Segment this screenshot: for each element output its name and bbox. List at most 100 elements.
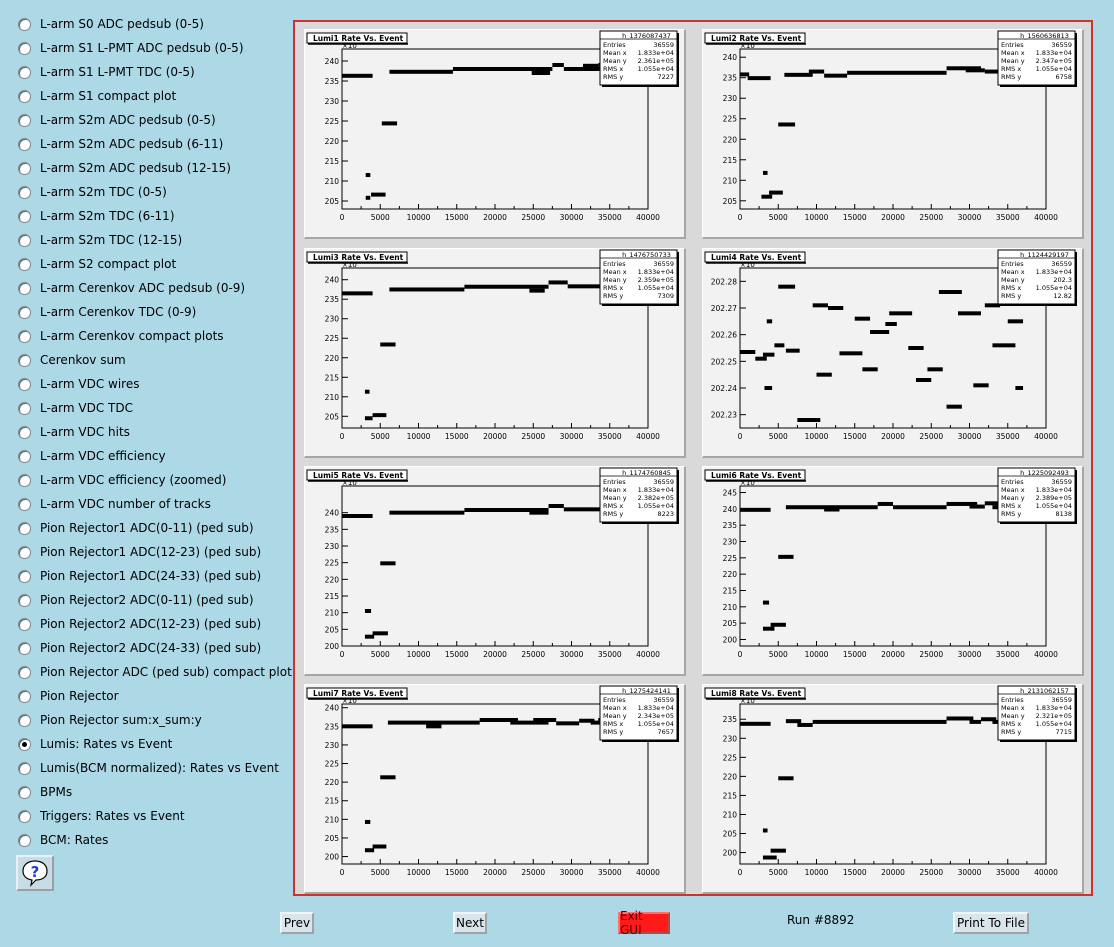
- x-tick-label: 35000: [598, 432, 622, 441]
- stats-value: 2.389e+05: [1036, 494, 1072, 502]
- radio-button[interactable]: [18, 65, 31, 79]
- radio-button[interactable]: [18, 329, 31, 343]
- radio-button[interactable]: [18, 161, 31, 175]
- data-segment: [770, 848, 786, 853]
- data-segment: [847, 70, 947, 75]
- radio-button[interactable]: [18, 545, 31, 559]
- radio-button[interactable]: [18, 233, 31, 247]
- x-tick-label: 30000: [560, 213, 584, 222]
- radio-option[interactable]: BCM: Rates: [14, 828, 289, 852]
- radio-option[interactable]: L-arm S1 compact plot: [14, 84, 289, 108]
- radio-button[interactable]: [18, 761, 31, 775]
- radio-option[interactable]: L-arm S2m TDC (0-5): [14, 180, 289, 204]
- radio-button[interactable]: [18, 689, 31, 703]
- x-tick-label: 20000: [881, 432, 905, 441]
- radio-option[interactable]: L-arm S2m ADC pedsub (12-15): [14, 156, 289, 180]
- radio-button[interactable]: [18, 209, 31, 223]
- radio-button[interactable]: [18, 41, 31, 55]
- radio-option[interactable]: Pion Rejector2 ADC(24-33) (ped sub): [14, 636, 289, 660]
- radio-button[interactable]: [18, 497, 31, 511]
- radio-option[interactable]: Pion Rejector2 ADC(0-11) (ped sub): [14, 588, 289, 612]
- radio-button[interactable]: [18, 809, 31, 823]
- data-segment: [973, 383, 989, 388]
- radio-button[interactable]: [18, 569, 31, 583]
- radio-option[interactable]: L-arm VDC efficiency (zoomed): [14, 468, 289, 492]
- radio-option[interactable]: L-arm VDC hits: [14, 420, 289, 444]
- radio-option[interactable]: Pion Rejector ADC (ped sub) compact plot: [14, 660, 292, 684]
- radio-button[interactable]: [18, 665, 31, 679]
- radio-option[interactable]: Pion Rejector2 ADC(12-23) (ped sub): [14, 612, 289, 636]
- radio-option[interactable]: BPMs: [14, 780, 289, 804]
- radio-button[interactable]: [18, 593, 31, 607]
- x-tick-label: 0: [738, 868, 743, 877]
- radio-button[interactable]: [18, 521, 31, 535]
- x-tick-label: 35000: [598, 868, 622, 877]
- radio-option[interactable]: L-arm VDC efficiency: [14, 444, 289, 468]
- radio-button[interactable]: [18, 713, 31, 727]
- radio-option[interactable]: Pion Rejector: [14, 684, 289, 708]
- x-tick-label: 35000: [996, 213, 1020, 222]
- radio-button[interactable]: [18, 281, 31, 295]
- radio-option[interactable]: L-arm VDC wires: [14, 372, 289, 396]
- next-button[interactable]: Next: [453, 912, 487, 934]
- x-tick-label: 40000: [1034, 432, 1058, 441]
- radio-option[interactable]: L-arm VDC TDC: [14, 396, 289, 420]
- radio-option[interactable]: L-arm S2m ADC pedsub (0-5): [14, 108, 289, 132]
- radio-option[interactable]: L-arm Cerenkov ADC pedsub (0-9): [14, 276, 289, 300]
- radio-option[interactable]: Pion Rejector1 ADC(12-23) (ped sub): [14, 540, 289, 564]
- radio-option[interactable]: L-arm Cerenkov TDC (0-9): [14, 300, 289, 324]
- y-tick-label: 202.27: [711, 304, 737, 313]
- x-tick-label: 10000: [407, 650, 431, 659]
- radio-button[interactable]: [18, 353, 31, 367]
- radio-option[interactable]: L-arm S2m ADC pedsub (6-11): [14, 132, 289, 156]
- radio-button[interactable]: [18, 137, 31, 151]
- radio-button[interactable]: [18, 305, 31, 319]
- stats-value: 36559: [653, 696, 674, 704]
- radio-option[interactable]: L-arm VDC number of tracks: [14, 492, 289, 516]
- radio-option[interactable]: L-arm S2 compact plot: [14, 252, 289, 276]
- radio-button[interactable]: [18, 473, 31, 487]
- radio-option[interactable]: L-arm S1 L-PMT TDC (0-5): [14, 60, 289, 84]
- radio-option[interactable]: L-arm Cerenkov compact plots: [14, 324, 289, 348]
- radio-button-checked[interactable]: [18, 737, 31, 751]
- data-segment: [766, 319, 773, 324]
- radio-option[interactable]: L-arm S2m TDC (12-15): [14, 228, 289, 252]
- print-to-file-button[interactable]: Print To File: [953, 912, 1029, 934]
- radio-button[interactable]: [18, 641, 31, 655]
- y-tick-label: 220: [325, 137, 340, 146]
- radio-option[interactable]: Lumis: Rates vs Event: [14, 732, 289, 756]
- y-tick-label: 200: [723, 635, 738, 644]
- stats-value: 2.347e+05: [1036, 57, 1072, 65]
- radio-button[interactable]: [18, 785, 31, 799]
- radio-button[interactable]: [18, 449, 31, 463]
- radio-option[interactable]: Lumis(BCM normalized): Rates vs Event: [14, 756, 289, 780]
- radio-button[interactable]: [18, 257, 31, 271]
- exit-gui-button[interactable]: Exit GUI: [618, 909, 670, 937]
- radio-option[interactable]: Triggers: Rates vs Event: [14, 804, 289, 828]
- radio-button[interactable]: [18, 425, 31, 439]
- radio-option[interactable]: Pion Rejector sum:x_sum:y: [14, 708, 289, 732]
- stats-value: 7657: [657, 728, 674, 736]
- prev-button[interactable]: Prev: [280, 912, 314, 934]
- radio-button[interactable]: [18, 401, 31, 415]
- radio-option[interactable]: Cerenkov sum: [14, 348, 289, 372]
- radio-option[interactable]: L-arm S0 ADC pedsub (0-5): [14, 12, 289, 36]
- help-button[interactable]: ?: [16, 855, 54, 891]
- radio-button[interactable]: [18, 113, 31, 127]
- radio-option[interactable]: Pion Rejector1 ADC(24-33) (ped sub): [14, 564, 289, 588]
- stats-box: [599, 467, 678, 523]
- y-tick-label: 202.26: [711, 331, 737, 340]
- radio-button[interactable]: [18, 17, 31, 31]
- data-segment: [533, 718, 557, 722]
- x-tick-label: 30000: [958, 432, 982, 441]
- radio-button[interactable]: [18, 617, 31, 631]
- data-segment: [984, 501, 1008, 506]
- radio-button[interactable]: [18, 89, 31, 103]
- radio-button[interactable]: [18, 377, 31, 391]
- radio-option[interactable]: Pion Rejector1 ADC(0-11) (ped sub): [14, 516, 289, 540]
- radio-button[interactable]: [18, 185, 31, 199]
- radio-option[interactable]: L-arm S2m TDC (6-11): [14, 204, 289, 228]
- radio-option[interactable]: L-arm S1 L-PMT ADC pedsub (0-5): [14, 36, 289, 60]
- stats-key: Mean x: [603, 486, 627, 494]
- radio-button[interactable]: [18, 833, 31, 847]
